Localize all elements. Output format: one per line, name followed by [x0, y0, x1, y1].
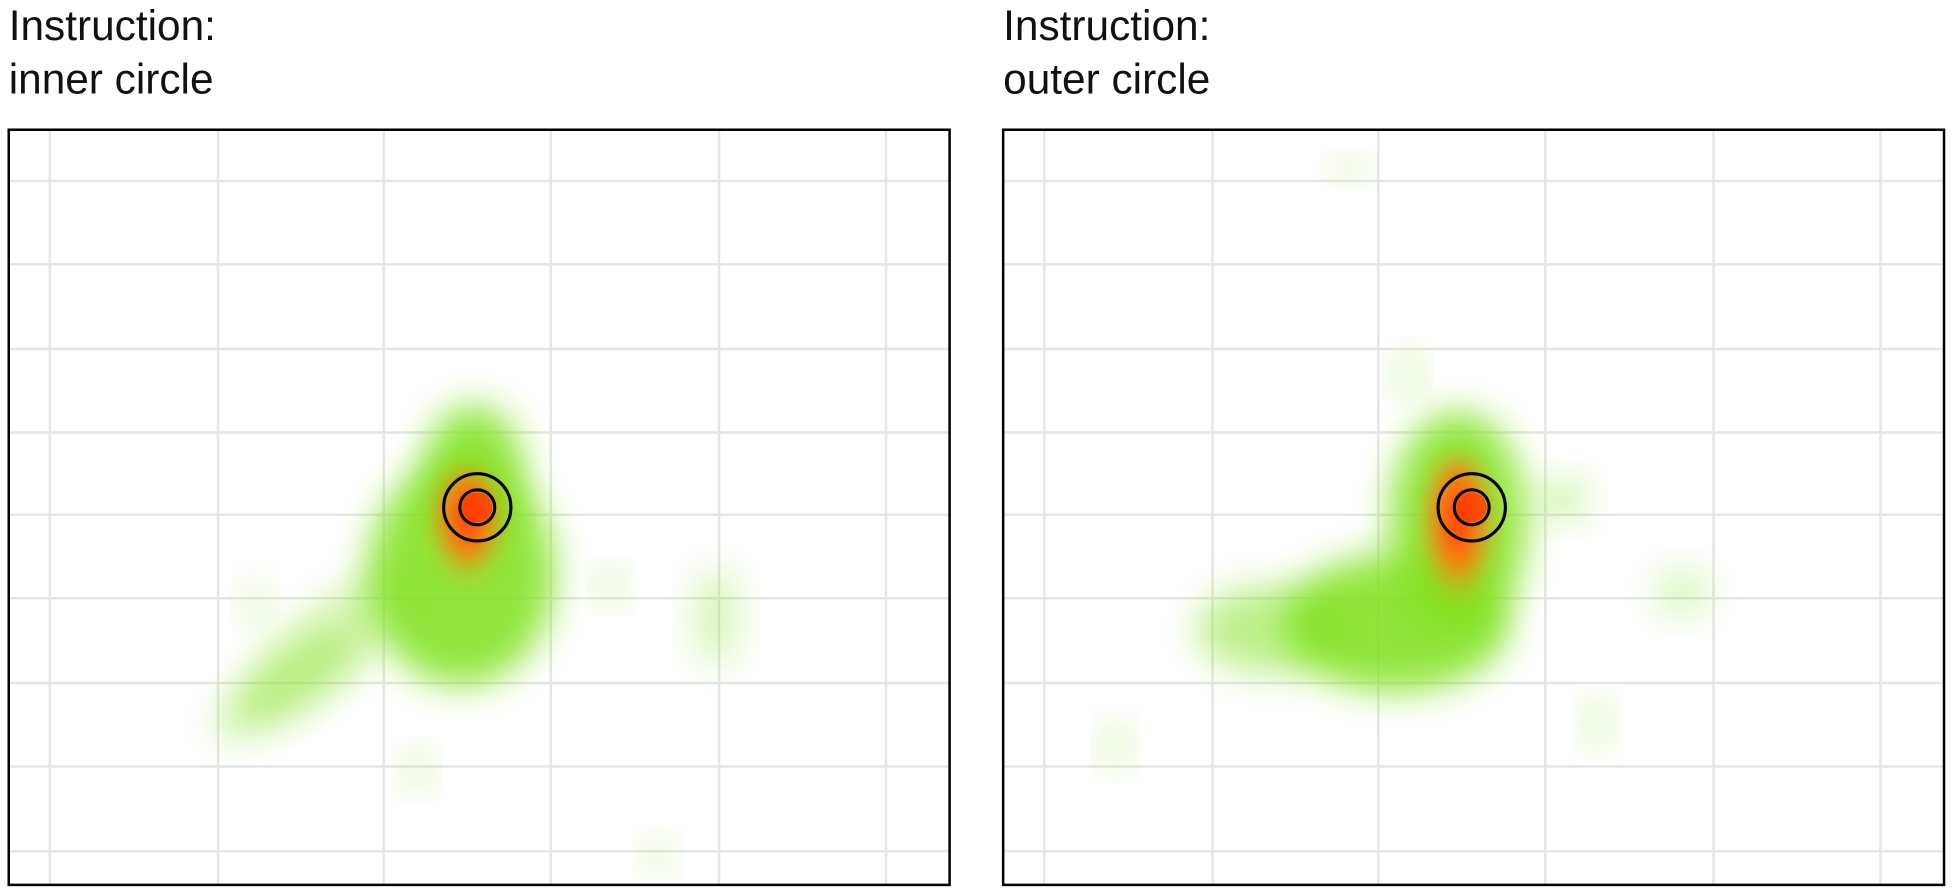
density-blob	[1395, 355, 1421, 393]
density-blob	[694, 567, 739, 667]
density-blob	[645, 840, 671, 870]
density-blob	[213, 630, 360, 741]
panel-title: Instruction:	[9, 2, 216, 49]
plot-border	[1001, 128, 1946, 887]
target-outer-circle	[442, 472, 513, 543]
density-blob	[243, 582, 268, 627]
target-inner-circle	[458, 488, 497, 527]
target-peak	[462, 492, 493, 523]
plot-border	[7, 128, 951, 887]
panel: Instruction: outer circle	[1001, 2, 1946, 887]
density-peak	[429, 467, 505, 593]
target-outer-circle	[1436, 472, 1507, 543]
density-blob	[405, 752, 430, 788]
density-blob	[1585, 702, 1611, 743]
panel-title: inner circle	[9, 56, 214, 103]
density-blob	[1196, 585, 1346, 674]
density-blob	[1654, 569, 1710, 615]
density-blob	[1333, 159, 1364, 180]
panel-title: outer circle	[1003, 56, 1210, 103]
density-blob	[598, 570, 624, 601]
panel: Instruction: inner circle	[7, 2, 951, 887]
panel-title: Instruction:	[1003, 2, 1210, 49]
target-inner-circle	[1452, 488, 1491, 527]
density-blob	[1541, 478, 1587, 519]
density-peak	[1420, 454, 1496, 617]
heatmap	[213, 405, 739, 870]
density-blob	[1102, 725, 1128, 766]
target-peak	[1456, 492, 1487, 523]
